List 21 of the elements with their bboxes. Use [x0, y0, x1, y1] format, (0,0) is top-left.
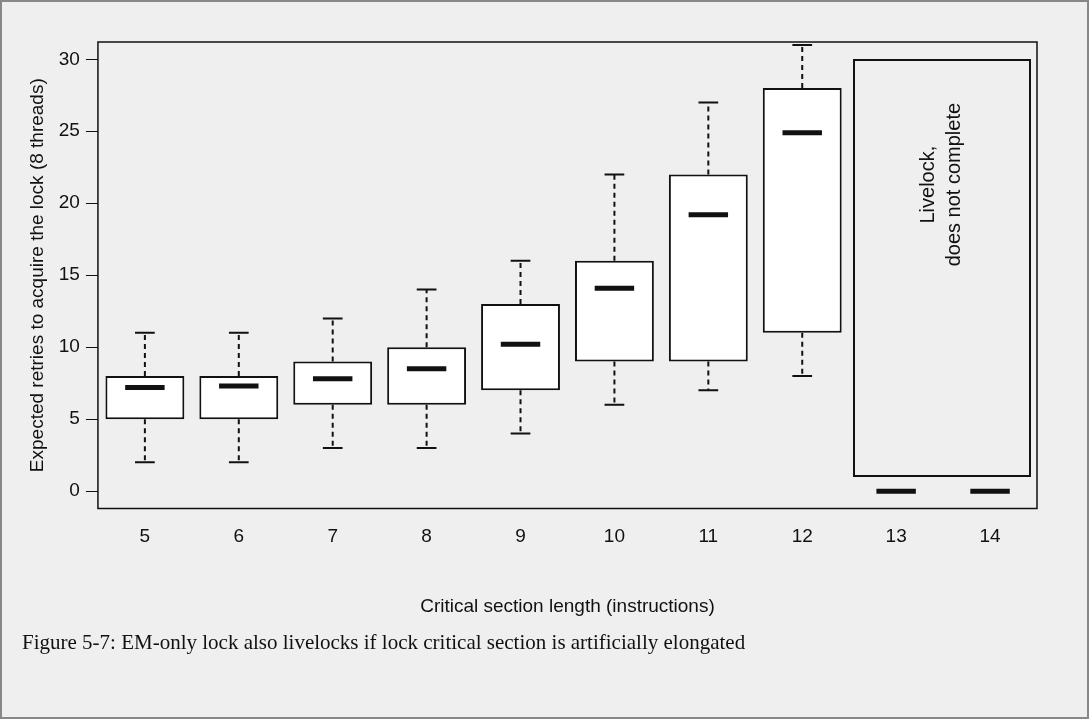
y-tick-label: 15 [58, 263, 80, 285]
y-tick-label: 10 [58, 335, 80, 357]
x-tick-label: 11 [698, 525, 719, 547]
y-tick-label: 5 [69, 407, 80, 429]
x-tick-label: 9 [515, 525, 526, 547]
x-tick-label: 13 [885, 525, 907, 547]
x-tick-label: 14 [979, 525, 1002, 547]
x-tick-label: 12 [791, 525, 813, 547]
y-axis-title: Expected retries to acquire the lock (8 threads) [25, 78, 47, 473]
x-axis-title: Critical section length (instructions) [420, 594, 715, 616]
x-tick-label: 7 [327, 525, 338, 547]
y-tick-label: 0 [69, 479, 80, 501]
caption: Figure 5-7: EM-only lock also livelocks if lock critical section is artificially elongated [22, 629, 747, 656]
y-tick-label: 20 [58, 191, 80, 213]
x-tick-label: 6 [233, 525, 245, 547]
x-tick-label: 5 [139, 525, 151, 547]
x-tick-label: 8 [421, 525, 432, 547]
y-tick-label: 25 [58, 119, 80, 141]
annotation: Livelock, does not complete [916, 102, 965, 267]
y-tick-label: 30 [58, 47, 80, 69]
x-tick-label: 10 [603, 525, 625, 547]
